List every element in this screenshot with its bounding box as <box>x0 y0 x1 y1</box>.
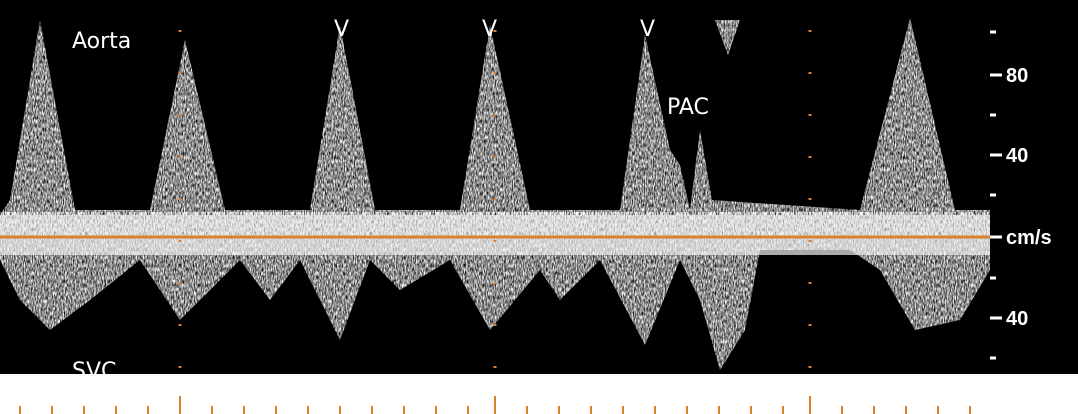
vessel-label: Aorta <box>72 29 131 54</box>
scale-ticks <box>990 30 1002 360</box>
scale-label: 80 <box>1006 65 1028 87</box>
scale-label: 40 <box>1006 145 1028 167</box>
vessel-label: SVC <box>72 359 116 384</box>
scale-unit: cm/s <box>1006 227 1052 249</box>
time-ticks <box>19 396 971 414</box>
wave-label: V <box>640 17 655 42</box>
spectral-waveform <box>0 18 990 370</box>
sweep-speed: 66mm/s <box>788 372 859 393</box>
time-gridlines <box>178 30 812 370</box>
time-strip <box>0 374 1078 414</box>
wave-label: V <box>334 17 349 42</box>
wave-label: V <box>482 17 497 42</box>
annotation: PAC <box>667 95 709 120</box>
scale-label: 40 <box>1006 308 1028 330</box>
